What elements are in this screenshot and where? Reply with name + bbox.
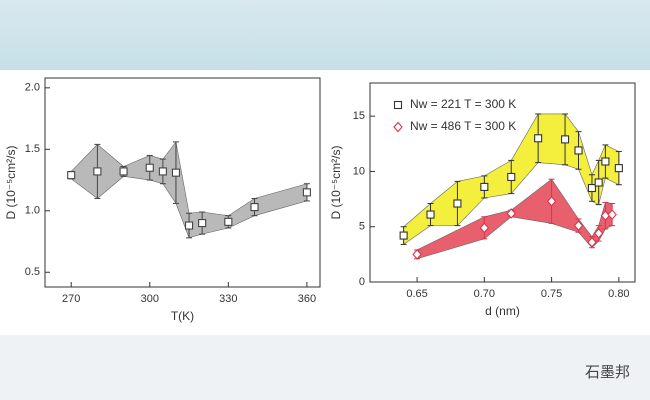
y-tick-label: 2.0 <box>25 82 40 94</box>
top-band <box>0 0 650 70</box>
marker <box>506 208 516 219</box>
marker <box>507 172 516 182</box>
marker <box>546 195 557 207</box>
marker <box>480 182 489 191</box>
marker <box>412 249 422 260</box>
y-axis-label: D (10⁻⁵cm²/s) <box>4 146 18 220</box>
marker <box>198 219 207 228</box>
watermark: 石墨邦 <box>585 364 630 381</box>
marker <box>587 236 597 248</box>
marker <box>593 228 604 239</box>
marker <box>67 171 76 180</box>
x-tick-label: 270 <box>62 293 80 305</box>
marker <box>601 157 610 166</box>
bottom-band <box>0 335 650 400</box>
marker <box>119 167 128 176</box>
marker <box>302 188 311 197</box>
x-axis-label: d (nm) <box>485 304 520 318</box>
x-tick-label: 0.75 <box>541 288 562 300</box>
y-tick-label: 1.5 <box>25 143 40 155</box>
legend-marker <box>393 100 403 110</box>
y-tick-label: 1.0 <box>25 205 40 217</box>
legend-label: Nw = 486 T = 300 K <box>410 119 516 133</box>
marker <box>184 221 194 230</box>
marker <box>171 168 181 177</box>
marker <box>587 183 597 193</box>
marker <box>534 134 543 143</box>
legend-marker <box>393 121 403 133</box>
y-tick-label: 15 <box>353 110 365 122</box>
marker <box>399 231 408 240</box>
marker <box>574 146 583 155</box>
marker <box>224 217 233 226</box>
marker <box>594 178 603 187</box>
marker <box>158 167 167 176</box>
marker <box>561 135 570 144</box>
y-tick-label: 5 <box>359 221 365 233</box>
marker <box>426 210 435 219</box>
x-axis-label: T(K) <box>171 309 194 323</box>
marker <box>607 209 617 220</box>
marker <box>453 199 462 208</box>
y-tick-label: 0 <box>359 276 365 288</box>
x-tick-label: 0.70 <box>474 288 495 300</box>
plot-frame <box>44 77 321 288</box>
marker <box>145 163 154 172</box>
marker <box>250 203 259 212</box>
plot-frame <box>369 82 636 283</box>
x-tick-label: 0.80 <box>608 288 629 300</box>
x-tick-label: 360 <box>298 293 316 305</box>
x-tick-label: 330 <box>219 293 237 305</box>
x-tick-label: 0.65 <box>406 288 427 300</box>
y-axis-label: D (10⁻⁵cm²/s) <box>329 146 343 220</box>
marker <box>573 220 584 231</box>
marker <box>479 222 490 234</box>
legend-label: Nw = 221 T = 300 K <box>410 97 516 111</box>
x-tick-label: 300 <box>141 293 159 305</box>
y-tick-label: 0.5 <box>25 266 40 278</box>
y-tick-label: 10 <box>353 165 365 177</box>
marker <box>614 164 623 173</box>
marker <box>93 167 102 176</box>
